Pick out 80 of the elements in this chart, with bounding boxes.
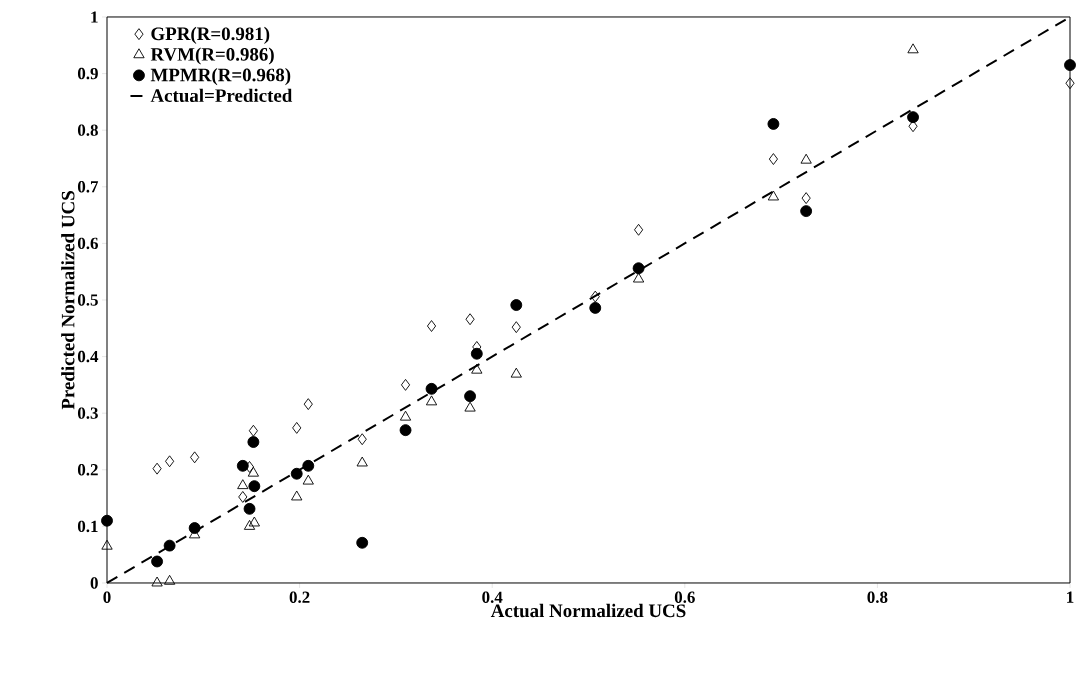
point: [590, 290, 600, 303]
point: [163, 574, 176, 585]
point: [101, 514, 113, 527]
point: [801, 192, 811, 205]
y-tick-label: 0.2: [77, 464, 98, 476]
point: [238, 491, 248, 503]
point: [426, 320, 437, 332]
x-axis-title: Actual Normalized UCS: [490, 603, 686, 618]
point: [152, 462, 162, 475]
point: [248, 424, 258, 437]
point: [632, 272, 645, 283]
point: [471, 363, 483, 374]
y-tick-label: 0.5: [77, 294, 98, 306]
point: [151, 555, 164, 568]
point: [425, 382, 438, 395]
point: [101, 539, 113, 550]
x-tick-label: 1: [1067, 591, 1074, 603]
point: [767, 190, 780, 201]
point: [291, 490, 303, 501]
point: [767, 118, 780, 130]
point: [356, 536, 369, 549]
point: [243, 502, 256, 515]
point: [464, 390, 476, 403]
point: [302, 459, 315, 472]
y-tick-label: 0: [90, 577, 98, 589]
point: [151, 576, 163, 587]
legend-label: GPR(R=0.981): [151, 26, 270, 44]
x-tick-label: 0.6: [674, 591, 695, 603]
y-tick-label: 0.1: [77, 520, 98, 533]
x-tick-label: 0.2: [289, 591, 310, 603]
point: [800, 205, 813, 218]
point: [511, 321, 521, 334]
point: [470, 347, 483, 360]
point: [163, 539, 176, 552]
legend-label: RVM(R=0.986): [150, 47, 274, 65]
point: [510, 299, 523, 312]
point: [1065, 77, 1075, 90]
legend-label: Actual=Predicted: [150, 88, 293, 103]
point: [292, 421, 302, 434]
point: [243, 519, 256, 530]
point: [768, 153, 778, 165]
y-tick-label: 1: [91, 11, 98, 23]
point: [464, 401, 476, 412]
point: [510, 367, 522, 378]
point: [357, 433, 367, 446]
y-tick-label: 0.4: [77, 350, 99, 363]
point: [303, 398, 313, 411]
legend-label: MPMR(R=0.968): [150, 68, 291, 86]
point: [248, 516, 260, 527]
point: [465, 313, 475, 326]
point: [302, 474, 314, 485]
point: [188, 522, 201, 535]
point: [190, 451, 200, 464]
point: [247, 466, 260, 477]
point: [907, 111, 919, 124]
point: [425, 395, 438, 406]
point: [400, 378, 411, 391]
x-tick-label: 0.8: [867, 591, 888, 603]
x-tick-label: 0: [103, 591, 111, 603]
point: [237, 479, 249, 490]
x-tick-label: 0.4: [482, 591, 503, 603]
point: [236, 459, 249, 472]
point: [589, 301, 602, 314]
point: [800, 153, 812, 164]
point: [634, 223, 644, 236]
point: [290, 467, 303, 480]
y-axis-title: Predicted Normalized UCS: [61, 191, 75, 410]
y-tick-label: 0.7: [77, 181, 99, 193]
point: [399, 424, 412, 437]
point: [632, 262, 645, 275]
y-tick-label: 0.8: [77, 124, 98, 136]
y-tick-label: 0.9: [77, 67, 98, 80]
y-tick-label: 0.3: [77, 407, 98, 419]
point: [399, 410, 412, 421]
point: [248, 480, 261, 493]
y-tick-label: 0.6: [77, 237, 98, 250]
point: [907, 43, 919, 54]
point: [165, 455, 175, 468]
point: [247, 436, 260, 448]
point: [356, 456, 368, 467]
